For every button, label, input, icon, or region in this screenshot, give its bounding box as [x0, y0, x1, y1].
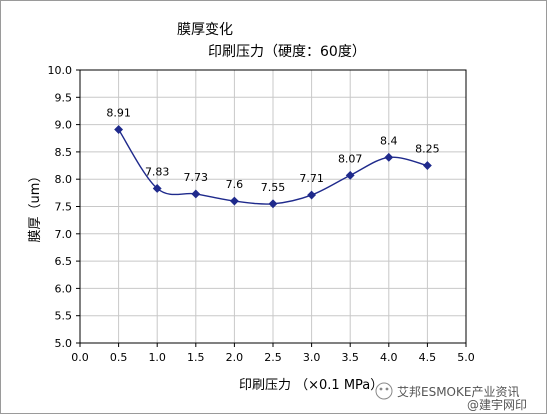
y-tick-label: 9.5: [55, 91, 73, 104]
x-tick-label: 4.5: [419, 351, 437, 364]
data-label: 7.71: [299, 172, 324, 185]
y-tick-label: 5.5: [55, 310, 73, 323]
y-tick-label: 7.5: [55, 201, 73, 214]
data-point: [191, 189, 201, 199]
y-tick-label: 8.0: [55, 173, 73, 186]
data-label: 8.91: [106, 107, 131, 120]
y-tick-label: 10.0: [48, 64, 73, 77]
data-label: 8.07: [338, 152, 363, 165]
y-tick-label: 7.0: [55, 228, 73, 241]
y-axis-ticks: 5.0 5.5 6.0 6.5 7.0 7.5 8.0 8.5 9.0 9.5 10.0: [48, 64, 80, 350]
watermark-logo-icon: [375, 382, 393, 400]
data-label: 7.6: [226, 178, 244, 191]
data-label: 8.4: [380, 134, 398, 147]
chart-subtitle: 印刷压力（硬度：60度）: [208, 44, 366, 60]
data-label: 8.25: [415, 143, 440, 156]
data-point: [114, 125, 124, 134]
x-tick-label: 2.0: [226, 351, 244, 364]
x-tick-label: 4.0: [380, 351, 398, 364]
data-label: 7.55: [261, 181, 286, 194]
x-axis-label: 印刷压力 （×0.1 MPa）: [239, 378, 383, 393]
data-point: [152, 184, 162, 193]
data-point: [345, 170, 355, 180]
data-point: [422, 161, 432, 170]
x-tick-label: 0.0: [71, 351, 89, 364]
x-axis-ticks: 0.0 0.5 1.0 1.5 2.0 2.5 3.0 3.5 4.0 4.5 5.0: [71, 343, 475, 364]
data-label: 7.83: [145, 165, 170, 178]
data-point: [307, 190, 317, 200]
x-tick-label: 5.0: [457, 351, 475, 364]
y-axis-label: 膜厚（um）: [28, 170, 43, 243]
x-tick-label: 1.0: [148, 351, 166, 364]
y-tick-label: 6.5: [55, 255, 73, 268]
watermark-subtext: @建宇网印: [467, 398, 527, 412]
data-label: 7.73: [184, 171, 209, 184]
watermark-text: 艾邦ESMOKE产业资讯: [397, 385, 519, 399]
data-point: [268, 199, 278, 209]
y-tick-label: 9.0: [55, 119, 73, 132]
watermark: 艾邦ESMOKE产业资讯 @建宇网印: [375, 382, 527, 412]
x-tick-label: 1.5: [187, 351, 205, 364]
data-point: [229, 196, 239, 206]
y-tick-label: 5.0: [55, 337, 73, 350]
y-tick-label: 8.5: [55, 146, 73, 159]
chart-title: 膜厚变化: [177, 22, 233, 38]
x-tick-label: 0.5: [110, 351, 128, 364]
x-tick-label: 3.5: [341, 351, 359, 364]
series-group: 8.91 7.83 7.73 7.6 7.55 7.71 8.07 8.4 8.25: [106, 107, 440, 209]
data-point: [384, 152, 394, 162]
x-tick-label: 2.5: [264, 351, 282, 364]
x-tick-label: 3.0: [303, 351, 321, 364]
y-tick-label: 6.0: [55, 282, 73, 295]
